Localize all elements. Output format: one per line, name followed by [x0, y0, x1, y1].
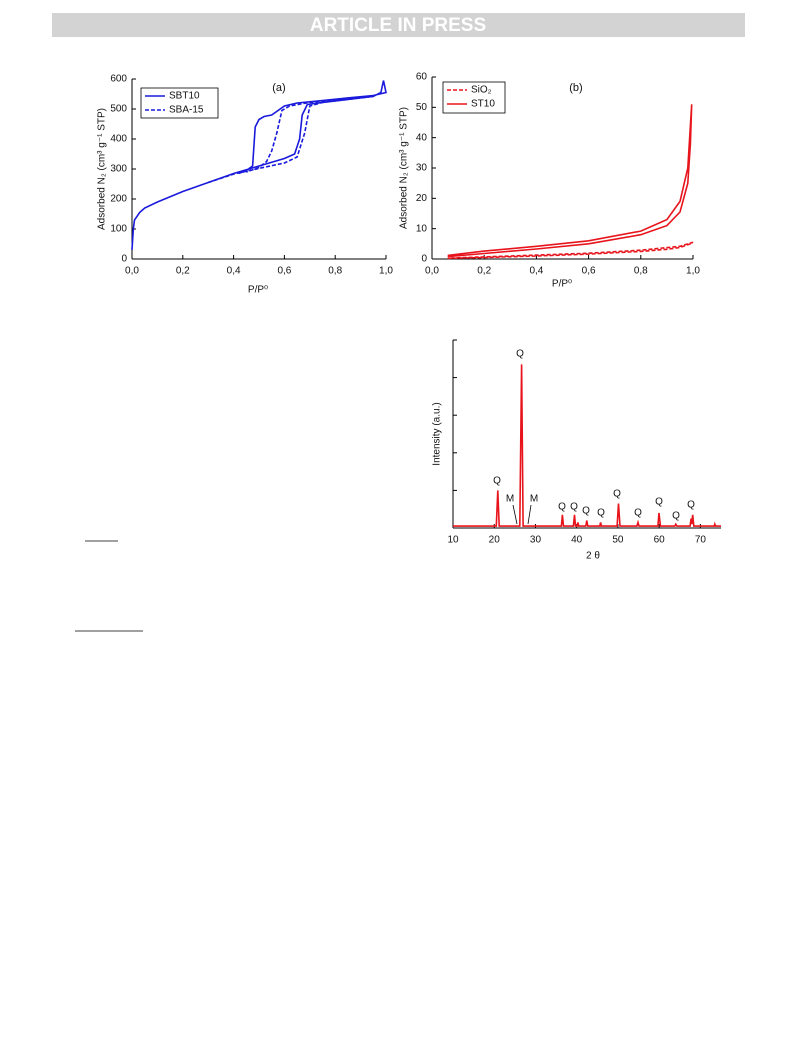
x-tick-label: 60 [654, 535, 666, 546]
y-axis-label: Adsorbed N₂ (cm³ g⁻¹ STP) [399, 107, 410, 229]
y-tick-label: 30 [416, 163, 428, 174]
y-tick-label: 10 [416, 223, 428, 234]
panel-label: (b) [569, 82, 582, 94]
x-axis-label: 2 θ [586, 551, 600, 562]
x-tick-label: 0,8 [328, 266, 342, 277]
data-line [447, 104, 693, 258]
y-axis-label: Intensity (a.u.) [432, 402, 443, 465]
x-tick-label: 40 [571, 535, 583, 546]
y-tick-label: 100 [110, 224, 127, 235]
peak-label: Q [558, 502, 566, 513]
y-tick-label: 500 [110, 104, 127, 115]
data-line [207, 95, 374, 184]
peak-arrow [527, 504, 532, 525]
peak-arrow [512, 504, 518, 525]
legend-label: SBT10 [169, 91, 200, 102]
y-tick-label: 400 [110, 134, 127, 145]
x-tick-label: 70 [695, 535, 707, 546]
data-line [447, 241, 694, 260]
x-tick-label: 0,6 [277, 266, 291, 277]
y-tick-label: 40 [416, 132, 428, 143]
x-tick-label: 30 [530, 535, 542, 546]
peak-label: M [530, 494, 538, 505]
data-line [453, 364, 721, 527]
x-tick-label: 1,0 [686, 266, 700, 277]
panel-label: (a) [272, 82, 285, 94]
y-tick-label: 60 [416, 72, 428, 83]
x-tick-label: 1,0 [379, 266, 393, 277]
x-tick-label: 0,4 [529, 266, 543, 277]
x-tick-label: 0,8 [634, 266, 648, 277]
x-tick-label: 10 [447, 535, 459, 546]
y-tick-label: 600 [110, 74, 127, 85]
peak-label: Q [687, 500, 695, 511]
legend-box [442, 81, 506, 114]
y-axis-label: Adsorbed N₂ (cm³ g⁻¹ STP) [97, 108, 108, 230]
x-tick-label: 0,4 [227, 266, 241, 277]
peak-label: Q [516, 349, 524, 360]
peak-label: M [506, 494, 514, 505]
legend-label: ST10 [471, 99, 495, 110]
x-axis-label: P/P⁰ [248, 285, 268, 296]
peak-label: Q [570, 502, 578, 513]
legend-box [140, 87, 219, 119]
peak-label: Q [493, 476, 501, 487]
x-tick-label: 0,0 [425, 266, 439, 277]
x-tick-label: 0,0 [125, 266, 139, 277]
x-tick-label: 20 [489, 535, 501, 546]
peak-label: Q [582, 506, 590, 517]
y-tick-label: 300 [110, 164, 127, 175]
x-tick-label: 50 [612, 535, 624, 546]
peak-label: Q [655, 497, 663, 508]
x-tick-label: 0,2 [477, 266, 491, 277]
x-tick-label: 0,6 [582, 266, 596, 277]
y-tick-label: 20 [416, 193, 428, 204]
y-tick-label: 50 [416, 102, 428, 113]
peak-label: Q [672, 511, 680, 522]
y-tick-label: 200 [110, 194, 127, 205]
legend-label: SiO₂ [471, 85, 492, 96]
peak-label: Q [597, 508, 605, 519]
y-tick-label: 0 [421, 254, 427, 265]
legend-label: SBA-15 [169, 105, 204, 116]
y-tick-label: 0 [121, 254, 127, 265]
header-band [52, 13, 745, 37]
x-tick-label: 0,2 [176, 266, 190, 277]
header-title: ARTICLE IN PRESS [310, 15, 486, 36]
peak-label: Q [613, 489, 621, 500]
peak-label: Q [634, 508, 642, 519]
x-axis-label: P/P⁰ [552, 279, 572, 290]
